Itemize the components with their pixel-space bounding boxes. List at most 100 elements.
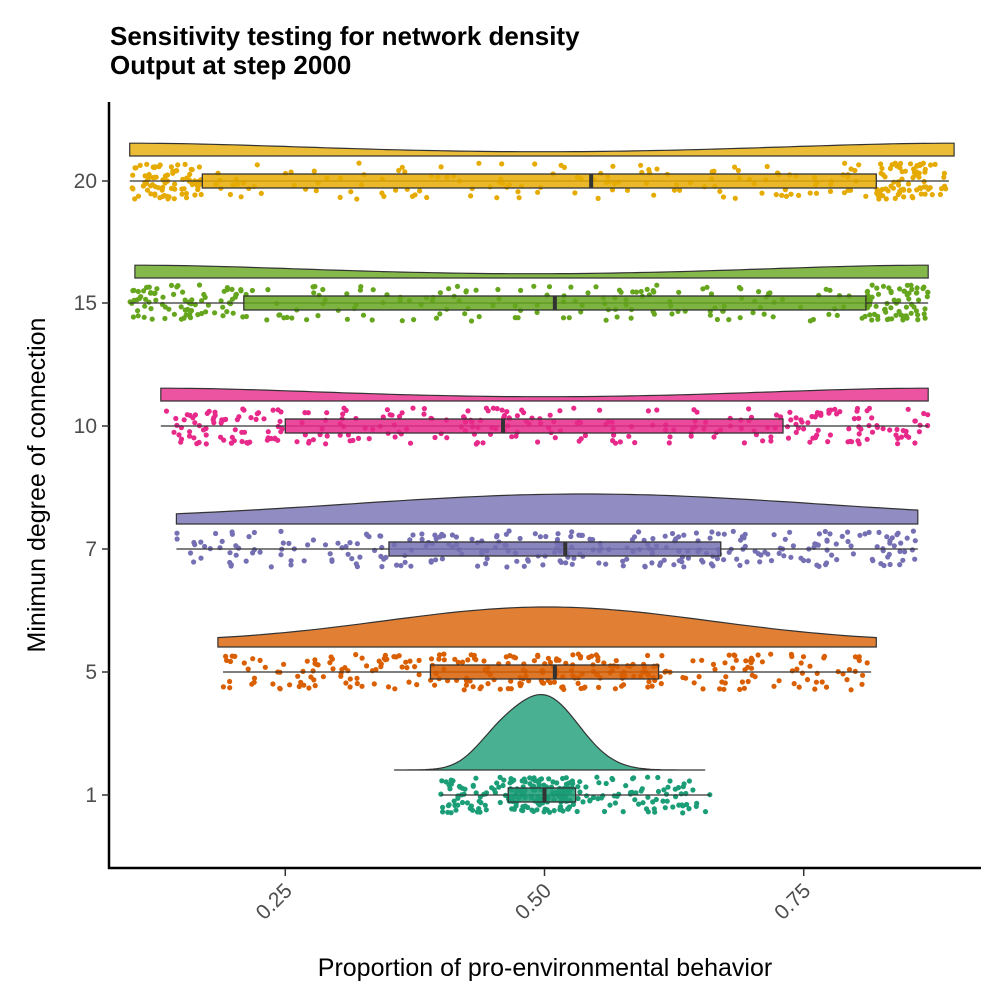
point-cat-1 bbox=[455, 802, 461, 808]
point-cat-10 bbox=[504, 409, 510, 415]
point-cat-5 bbox=[296, 683, 302, 690]
point-cat-10 bbox=[827, 432, 834, 438]
point-cat-20 bbox=[890, 185, 897, 191]
y-tick-label-cat-20: 20 bbox=[74, 170, 97, 193]
point-cat-5 bbox=[306, 685, 312, 691]
point-cat-7 bbox=[202, 543, 208, 550]
point-cat-15 bbox=[178, 316, 184, 322]
point-cat-5 bbox=[791, 681, 797, 687]
point-cat-7 bbox=[569, 561, 575, 567]
point-cat-10 bbox=[279, 426, 285, 432]
point-cat-15 bbox=[568, 284, 574, 290]
point-cat-1 bbox=[664, 798, 670, 804]
point-cat-15 bbox=[875, 313, 881, 319]
point-cat-5 bbox=[376, 658, 382, 664]
point-cat-10 bbox=[186, 433, 193, 439]
point-cat-5 bbox=[327, 660, 333, 666]
point-cat-15 bbox=[370, 287, 376, 293]
point-cat-1 bbox=[473, 790, 479, 796]
point-cat-5 bbox=[577, 655, 584, 661]
point-cat-15 bbox=[468, 318, 475, 324]
point-cat-20 bbox=[922, 191, 928, 197]
point-cat-5 bbox=[455, 659, 461, 666]
point-cat-20 bbox=[133, 165, 139, 171]
point-cat-10 bbox=[793, 429, 799, 435]
point-cat-5 bbox=[819, 679, 825, 685]
point-cat-10 bbox=[768, 438, 774, 444]
point-cat-5 bbox=[535, 653, 541, 660]
point-cat-5 bbox=[343, 680, 349, 686]
point-cat-7 bbox=[710, 563, 716, 569]
point-cat-7 bbox=[402, 559, 408, 565]
point-cat-20 bbox=[841, 190, 848, 196]
point-cat-20 bbox=[916, 174, 922, 180]
point-cat-5 bbox=[680, 674, 686, 681]
point-cat-15 bbox=[898, 312, 904, 318]
point-cat-20 bbox=[918, 191, 924, 197]
point-cat-5 bbox=[481, 658, 487, 664]
point-cat-7 bbox=[681, 564, 687, 570]
point-cat-15 bbox=[651, 311, 658, 317]
point-cat-1 bbox=[667, 778, 673, 784]
point-cat-15 bbox=[823, 286, 829, 292]
point-cat-1 bbox=[662, 805, 668, 811]
point-cat-10 bbox=[912, 440, 918, 446]
point-cat-20 bbox=[402, 169, 408, 175]
point-cat-1 bbox=[508, 776, 514, 782]
point-cat-15 bbox=[162, 315, 168, 322]
point-cat-10 bbox=[509, 434, 515, 440]
point-cat-20 bbox=[942, 183, 948, 189]
point-cat-15 bbox=[882, 306, 888, 312]
point-cat-15 bbox=[515, 315, 521, 321]
point-cat-7 bbox=[243, 558, 249, 564]
point-cat-1 bbox=[627, 791, 634, 797]
point-cat-5 bbox=[561, 686, 567, 693]
point-cat-20 bbox=[515, 189, 521, 195]
point-cat-20 bbox=[901, 194, 907, 200]
point-cat-20 bbox=[910, 195, 916, 201]
point-cat-7 bbox=[280, 540, 286, 546]
point-cat-5 bbox=[227, 685, 233, 691]
point-cat-7 bbox=[876, 529, 882, 536]
point-cat-10 bbox=[480, 440, 486, 446]
point-cat-7 bbox=[886, 551, 892, 558]
point-cat-7 bbox=[563, 560, 569, 566]
point-cat-20 bbox=[932, 161, 938, 167]
point-cat-5 bbox=[794, 666, 800, 672]
point-cat-1 bbox=[521, 804, 527, 810]
point-cat-10 bbox=[869, 429, 876, 435]
point-cat-15 bbox=[704, 284, 710, 290]
point-cat-10 bbox=[248, 415, 254, 421]
point-cat-5 bbox=[364, 663, 370, 669]
point-cat-15 bbox=[233, 292, 239, 298]
point-cat-5 bbox=[799, 670, 806, 676]
point-cat-10 bbox=[645, 408, 652, 414]
point-cat-10 bbox=[864, 436, 870, 442]
point-cat-10 bbox=[557, 408, 563, 414]
point-cat-10 bbox=[187, 429, 193, 435]
point-cat-1 bbox=[640, 800, 646, 806]
point-cat-1 bbox=[623, 783, 629, 789]
point-cat-1 bbox=[638, 788, 644, 794]
point-cat-5 bbox=[460, 659, 466, 665]
point-cat-7 bbox=[322, 542, 329, 548]
point-cat-15 bbox=[171, 311, 177, 317]
point-cat-10 bbox=[793, 415, 799, 421]
point-cat-1 bbox=[575, 784, 581, 790]
point-cat-20 bbox=[183, 190, 189, 197]
point-cat-7 bbox=[301, 558, 307, 564]
point-cat-1 bbox=[483, 807, 489, 813]
point-cat-7 bbox=[910, 528, 917, 534]
point-cat-1 bbox=[587, 797, 593, 803]
point-cat-20 bbox=[238, 194, 244, 200]
point-cat-7 bbox=[354, 541, 360, 547]
point-cat-10 bbox=[176, 432, 182, 438]
point-cat-7 bbox=[587, 536, 593, 542]
point-cat-7 bbox=[681, 532, 687, 538]
point-cat-5 bbox=[467, 678, 473, 684]
point-cat-15 bbox=[869, 282, 875, 288]
point-cat-1 bbox=[655, 774, 661, 781]
point-cat-5 bbox=[545, 655, 552, 661]
point-cat-10 bbox=[494, 406, 500, 412]
point-cat-10 bbox=[200, 427, 207, 433]
